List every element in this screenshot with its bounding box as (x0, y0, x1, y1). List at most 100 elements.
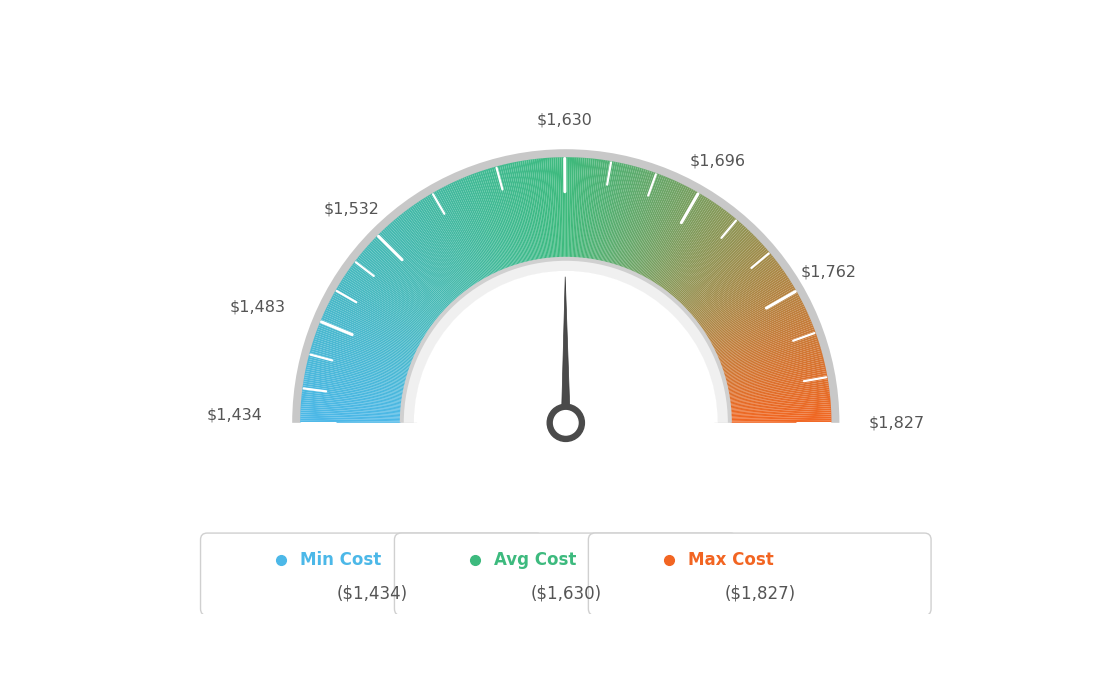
Wedge shape (722, 341, 819, 373)
Wedge shape (701, 272, 786, 331)
Wedge shape (617, 170, 650, 266)
Wedge shape (501, 164, 528, 263)
Wedge shape (384, 228, 454, 303)
Wedge shape (654, 199, 710, 284)
Text: $1,696: $1,696 (689, 153, 745, 168)
Wedge shape (371, 241, 446, 311)
Wedge shape (339, 282, 426, 337)
Wedge shape (304, 380, 403, 397)
Wedge shape (355, 258, 436, 322)
Wedge shape (699, 267, 782, 327)
FancyBboxPatch shape (394, 533, 737, 615)
Wedge shape (725, 359, 824, 384)
Wedge shape (710, 293, 798, 344)
Circle shape (548, 404, 584, 442)
Wedge shape (367, 246, 443, 314)
Wedge shape (667, 213, 730, 293)
Wedge shape (549, 157, 556, 259)
Wedge shape (438, 189, 488, 279)
Wedge shape (349, 268, 432, 328)
Wedge shape (408, 208, 469, 290)
Wedge shape (720, 327, 815, 364)
Wedge shape (392, 221, 459, 299)
Wedge shape (449, 184, 495, 275)
Wedge shape (712, 300, 803, 348)
Wedge shape (641, 187, 690, 277)
Wedge shape (361, 252, 439, 318)
Wedge shape (431, 193, 484, 281)
Wedge shape (724, 353, 822, 381)
Wedge shape (723, 343, 819, 375)
Text: Avg Cost: Avg Cost (493, 551, 576, 569)
Wedge shape (318, 325, 413, 364)
Wedge shape (319, 323, 413, 362)
Wedge shape (478, 172, 512, 268)
Wedge shape (341, 279, 427, 335)
Wedge shape (684, 238, 758, 309)
Wedge shape (628, 177, 668, 270)
Wedge shape (302, 384, 403, 400)
Wedge shape (308, 359, 406, 384)
Wedge shape (618, 171, 651, 267)
Wedge shape (696, 258, 776, 322)
Wedge shape (678, 228, 747, 303)
Wedge shape (537, 159, 549, 259)
Wedge shape (476, 172, 511, 268)
Wedge shape (388, 225, 456, 301)
Wedge shape (413, 204, 473, 288)
Wedge shape (400, 257, 732, 423)
Wedge shape (351, 265, 433, 326)
Wedge shape (659, 204, 719, 288)
Wedge shape (713, 304, 805, 351)
Wedge shape (326, 308, 417, 353)
Wedge shape (570, 157, 574, 258)
Wedge shape (569, 157, 572, 258)
Wedge shape (433, 192, 485, 280)
Wedge shape (594, 161, 614, 261)
Wedge shape (586, 159, 602, 259)
Wedge shape (307, 361, 405, 386)
Text: $1,630: $1,630 (537, 112, 593, 128)
Wedge shape (724, 351, 822, 380)
Wedge shape (730, 400, 830, 410)
Wedge shape (323, 312, 416, 355)
Wedge shape (333, 293, 422, 344)
Wedge shape (558, 157, 562, 258)
Wedge shape (615, 170, 648, 266)
Wedge shape (368, 244, 444, 313)
Wedge shape (730, 398, 830, 408)
Wedge shape (591, 160, 607, 260)
Wedge shape (301, 394, 402, 406)
Text: $1,827: $1,827 (869, 415, 925, 431)
Wedge shape (425, 197, 480, 283)
Wedge shape (698, 264, 779, 325)
Wedge shape (551, 157, 558, 258)
Wedge shape (382, 229, 453, 304)
Wedge shape (626, 176, 666, 270)
Wedge shape (346, 272, 431, 331)
Wedge shape (722, 337, 818, 371)
Wedge shape (300, 417, 401, 420)
Wedge shape (402, 213, 465, 293)
Wedge shape (725, 355, 824, 382)
Wedge shape (608, 166, 636, 264)
Wedge shape (630, 178, 671, 272)
Wedge shape (293, 149, 839, 423)
Wedge shape (316, 331, 412, 367)
Wedge shape (684, 239, 760, 310)
Wedge shape (665, 210, 726, 292)
Wedge shape (414, 271, 718, 423)
Wedge shape (720, 329, 815, 366)
Wedge shape (375, 237, 448, 308)
Wedge shape (672, 221, 740, 299)
Wedge shape (625, 175, 664, 270)
Wedge shape (729, 388, 829, 402)
Wedge shape (716, 317, 810, 359)
Wedge shape (337, 286, 425, 339)
Wedge shape (633, 180, 676, 273)
Wedge shape (310, 346, 408, 377)
Wedge shape (399, 215, 463, 295)
Wedge shape (300, 411, 401, 416)
Wedge shape (670, 217, 735, 296)
Wedge shape (300, 421, 401, 423)
